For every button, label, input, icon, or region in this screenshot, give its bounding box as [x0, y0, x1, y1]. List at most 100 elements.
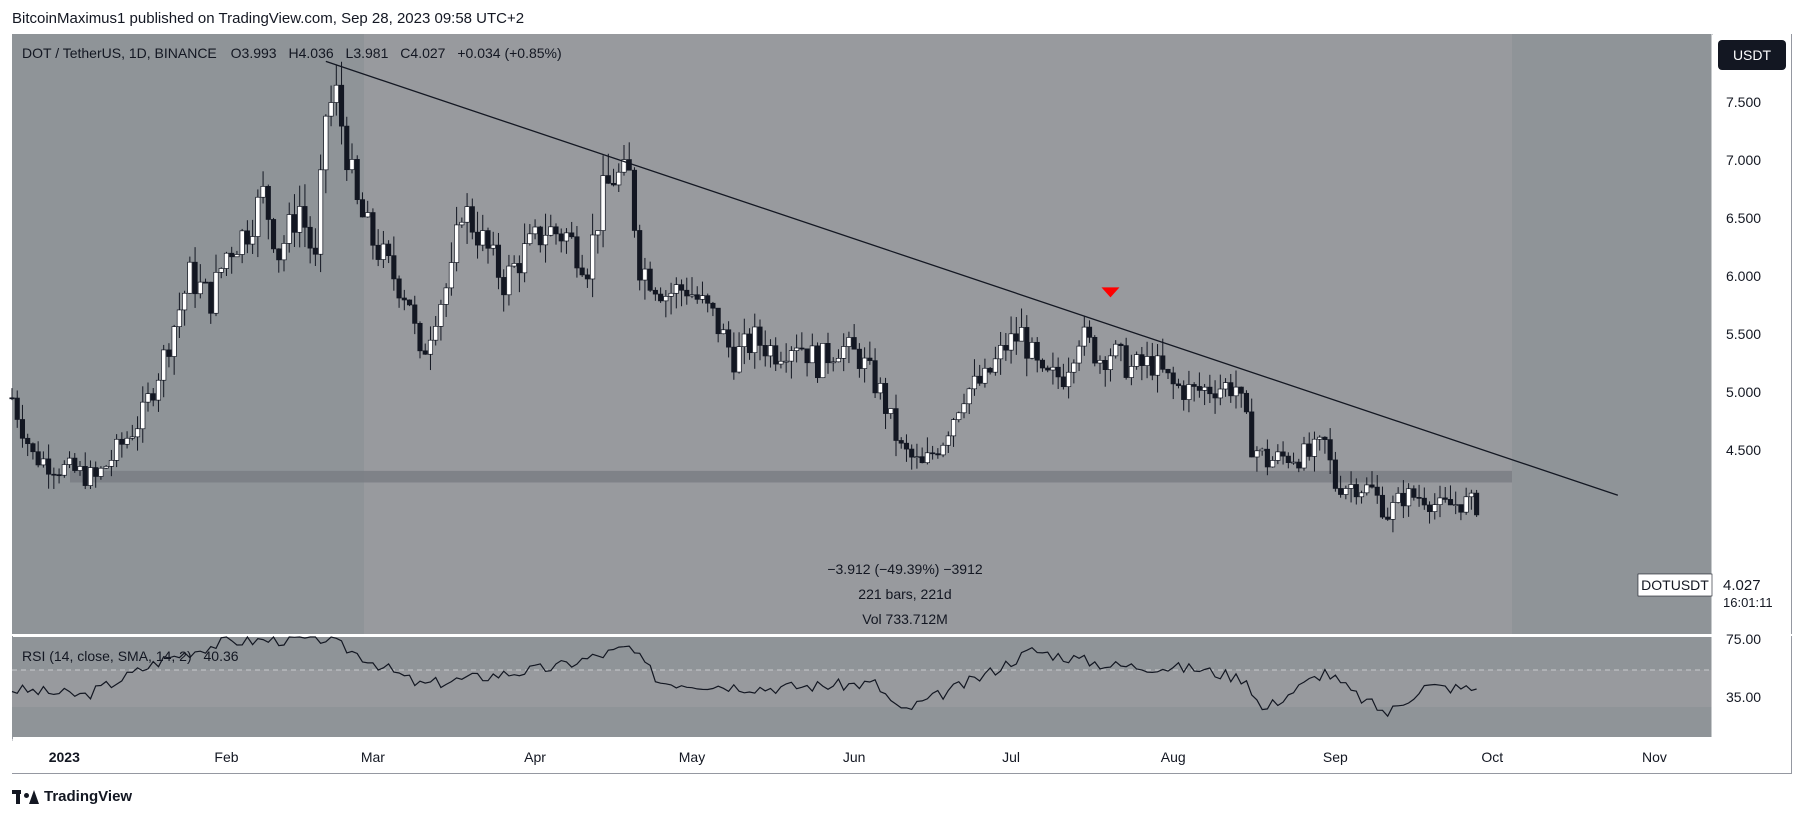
price-tick-label: 5.500 [1726, 326, 1761, 342]
candle-body [1447, 499, 1454, 506]
price-tick-label: 7.000 [1726, 152, 1761, 168]
candle-body [757, 326, 763, 346]
legend-high-label: H [288, 45, 298, 61]
candle-body [752, 326, 758, 354]
candle-body [1411, 488, 1417, 498]
candle-body [1191, 384, 1197, 387]
candle-body [1421, 497, 1427, 506]
legend-line: DOT / TetherUS, 1D, BINANCE O3.993 H4.03… [22, 45, 562, 61]
candle-body [919, 456, 925, 464]
candle-body [950, 419, 957, 437]
candle-body [490, 244, 496, 249]
candle-body [51, 473, 57, 476]
candle-body [574, 236, 580, 269]
candle-body [867, 357, 873, 361]
candle-body [1270, 460, 1276, 468]
candle-body [856, 348, 862, 369]
candle-body [1306, 443, 1312, 457]
candle-body [77, 466, 83, 471]
candle-body [600, 175, 606, 231]
time-tick-label: 2023 [49, 749, 80, 765]
rsi-tick-75: 75.00 [1726, 631, 1761, 647]
candle-body [1060, 376, 1066, 388]
descending-trendline[interactable] [325, 60, 1619, 496]
candle-body [1196, 386, 1202, 391]
candle-body [841, 346, 847, 359]
candle-body [1039, 359, 1046, 369]
price-tick-label: 4.500 [1726, 442, 1761, 458]
price-tick-label: 6.000 [1726, 268, 1761, 284]
candle-body [694, 294, 700, 300]
candle-body [134, 428, 141, 438]
candle-body [558, 233, 564, 242]
candle-body [312, 247, 318, 255]
legend-change: +0.034 (+0.85%) [457, 45, 561, 61]
candle-body [825, 343, 831, 364]
candle-body [1045, 367, 1051, 371]
candle-body [1390, 502, 1396, 520]
candle-body [1233, 386, 1239, 397]
candle-body [1076, 345, 1082, 364]
candle-body [1343, 488, 1349, 495]
candle-body [386, 243, 392, 257]
candle-body [945, 435, 951, 446]
candle-body [229, 252, 235, 258]
candle-body [464, 206, 470, 223]
candle-body [213, 272, 219, 314]
candle-body [1369, 484, 1375, 488]
candle-body [642, 268, 648, 281]
candle-body [202, 281, 209, 284]
candle-body [522, 243, 528, 274]
candle-body [61, 464, 67, 476]
price-tag-symbol-box[interactable] [1637, 573, 1713, 597]
candle-body [720, 329, 726, 335]
candle-body [1468, 492, 1474, 498]
candle-body [1081, 326, 1087, 347]
candle-body [1442, 497, 1448, 500]
candle-body [1003, 345, 1009, 351]
candle-body [422, 350, 428, 355]
candle-body [820, 343, 826, 379]
candle-body [208, 281, 214, 314]
candle-body [1228, 382, 1234, 397]
candle-body [1374, 486, 1380, 496]
candle-body [935, 453, 941, 456]
support-zone[interactable] [70, 470, 1512, 483]
candle-body [438, 304, 444, 327]
candle-body [417, 323, 423, 352]
candle-body [616, 171, 622, 186]
candle-body [971, 375, 978, 390]
rsi-label: RSI (14, close, SMA, 14, 2) [22, 648, 192, 664]
candle-body [124, 437, 130, 445]
candle-body [1285, 455, 1291, 463]
candle-body [1181, 385, 1187, 400]
candle-body [302, 206, 308, 228]
candle-body [265, 186, 271, 220]
candle-body [1170, 372, 1176, 385]
tradingview-brand[interactable]: TradingView [12, 788, 132, 805]
candle-body [1290, 461, 1297, 464]
candle-body [270, 219, 277, 250]
candle-body [396, 278, 402, 299]
candle-body [1202, 386, 1208, 391]
currency-badge[interactable]: USDT [1718, 40, 1786, 70]
candle-body [155, 379, 162, 401]
candle-body [888, 408, 894, 414]
candle-body [1013, 333, 1019, 342]
bearish-arrow-marker [1101, 287, 1120, 298]
time-tick-label: Nov [1642, 749, 1667, 765]
candle-body [658, 293, 664, 302]
candle-body [1217, 388, 1223, 399]
candle-body [977, 375, 983, 384]
candle-body [328, 102, 334, 117]
legend-low-label: L [346, 45, 354, 61]
time-tick-label: Jun [843, 749, 866, 765]
legend-close-label: C [400, 45, 410, 61]
candle-body [1406, 488, 1412, 507]
candle-body [1311, 438, 1318, 457]
candle-body [1066, 371, 1072, 388]
candle-body [584, 274, 590, 280]
candle-body [1395, 492, 1401, 503]
candle-body [914, 456, 920, 459]
